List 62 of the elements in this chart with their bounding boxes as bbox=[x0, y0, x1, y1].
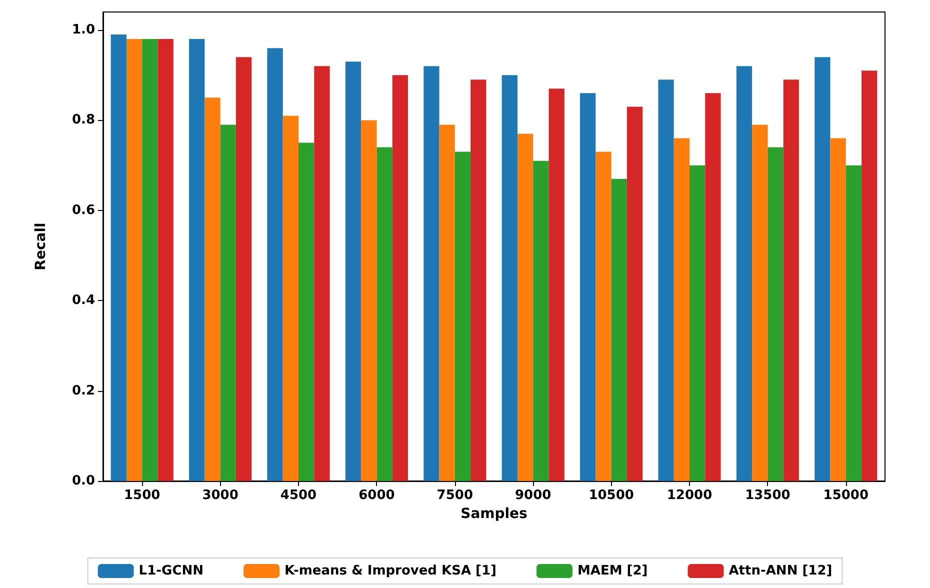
bar bbox=[454, 152, 471, 481]
y-tick-label: 0.6 bbox=[72, 202, 95, 218]
bar bbox=[298, 142, 314, 481]
x-tick-label: 4500 bbox=[280, 488, 317, 503]
bar bbox=[674, 138, 690, 481]
bar bbox=[768, 147, 784, 481]
bar bbox=[361, 120, 377, 481]
bar bbox=[439, 124, 455, 481]
bar bbox=[376, 147, 392, 481]
x-tick-label: 13500 bbox=[745, 488, 790, 503]
bar bbox=[267, 48, 283, 481]
bar bbox=[517, 134, 534, 481]
bar bbox=[345, 62, 362, 481]
bar bbox=[626, 106, 643, 481]
bar bbox=[158, 39, 174, 481]
y-tick-label: 1.0 bbox=[72, 22, 95, 38]
bar bbox=[204, 98, 220, 481]
bar bbox=[110, 34, 126, 481]
bar bbox=[392, 75, 408, 481]
y-tick-label: 0.2 bbox=[72, 383, 95, 398]
bar bbox=[548, 88, 564, 481]
legend-label: L1-GCNN bbox=[138, 564, 204, 578]
bar bbox=[314, 66, 330, 481]
x-tick-label: 6000 bbox=[358, 488, 395, 503]
bar bbox=[611, 178, 627, 481]
legend-label: Attn-ANN [12] bbox=[728, 564, 832, 578]
x-axis-title: Samples bbox=[460, 506, 528, 522]
x-tick-label: 10500 bbox=[588, 488, 634, 503]
y-tick-label: 0.8 bbox=[72, 112, 95, 128]
bar bbox=[533, 160, 549, 481]
bar bbox=[814, 57, 830, 481]
bar bbox=[752, 124, 768, 481]
y-axis-title: Recall bbox=[33, 222, 49, 270]
legend-label: MAEM [2] bbox=[577, 564, 648, 578]
x-tick-label: 15000 bbox=[823, 488, 869, 503]
bar bbox=[424, 66, 440, 481]
bar bbox=[502, 75, 518, 481]
bar bbox=[596, 152, 612, 481]
x-tick-label: 3000 bbox=[202, 488, 238, 503]
bar bbox=[846, 165, 862, 481]
bar bbox=[830, 138, 846, 481]
x-tick-label: 7500 bbox=[436, 488, 473, 503]
bar bbox=[126, 39, 142, 481]
y-tick-label: 0.0 bbox=[72, 474, 95, 488]
x-tick-label: 1500 bbox=[124, 488, 160, 503]
bar bbox=[282, 116, 298, 481]
bar bbox=[236, 57, 252, 481]
x-tick-label: 12000 bbox=[666, 488, 712, 503]
bar bbox=[862, 70, 878, 481]
bar bbox=[783, 80, 799, 481]
bar bbox=[142, 39, 158, 481]
bar bbox=[470, 80, 486, 481]
bar bbox=[736, 66, 752, 481]
bar bbox=[580, 93, 596, 481]
bar bbox=[658, 80, 674, 481]
bar bbox=[220, 124, 236, 481]
y-tick-label: 0.4 bbox=[72, 293, 95, 308]
legend-label: K-means & Improved KSA [1] bbox=[284, 564, 496, 578]
bar bbox=[690, 165, 706, 481]
bar bbox=[189, 39, 205, 481]
x-tick-label: 9000 bbox=[515, 488, 552, 503]
bar bbox=[705, 93, 721, 481]
